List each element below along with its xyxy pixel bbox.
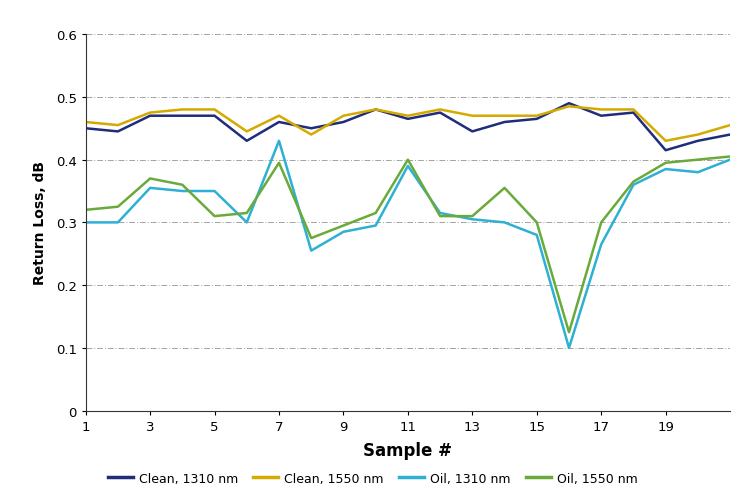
Clean, 1310 nm bbox=[532, 117, 541, 123]
Clean, 1550 nm bbox=[694, 132, 703, 138]
Line: Clean, 1310 nm: Clean, 1310 nm bbox=[86, 104, 730, 151]
Clean, 1550 nm bbox=[371, 107, 380, 113]
Oil, 1310 nm bbox=[275, 138, 284, 144]
Oil, 1550 nm bbox=[113, 204, 122, 210]
Oil, 1310 nm bbox=[404, 163, 413, 169]
Oil, 1310 nm bbox=[436, 210, 445, 216]
Legend: Clean, 1310 nm, Clean, 1550 nm, Oil, 1310 nm, Oil, 1550 nm: Clean, 1310 nm, Clean, 1550 nm, Oil, 131… bbox=[103, 467, 642, 490]
Clean, 1310 nm bbox=[565, 101, 574, 107]
Oil, 1310 nm bbox=[597, 242, 606, 248]
Clean, 1310 nm bbox=[629, 110, 638, 116]
Line: Oil, 1310 nm: Oil, 1310 nm bbox=[86, 141, 730, 348]
Clean, 1550 nm bbox=[113, 123, 122, 129]
Clean, 1550 nm bbox=[178, 107, 187, 113]
Oil, 1310 nm bbox=[307, 248, 316, 254]
Oil, 1310 nm bbox=[726, 157, 735, 163]
Clean, 1550 nm bbox=[242, 129, 251, 135]
Clean, 1310 nm bbox=[404, 117, 413, 123]
Clean, 1550 nm bbox=[500, 113, 509, 119]
Clean, 1550 nm bbox=[404, 113, 413, 119]
Clean, 1550 nm bbox=[662, 138, 671, 144]
Oil, 1550 nm bbox=[662, 160, 671, 166]
Clean, 1310 nm bbox=[726, 132, 735, 138]
Clean, 1310 nm bbox=[597, 113, 606, 119]
Oil, 1310 nm bbox=[371, 223, 380, 229]
Oil, 1550 nm bbox=[694, 157, 703, 163]
Oil, 1550 nm bbox=[532, 220, 541, 226]
Oil, 1310 nm bbox=[210, 189, 219, 195]
Oil, 1550 nm bbox=[436, 213, 445, 219]
Oil, 1310 nm bbox=[565, 345, 574, 351]
Clean, 1550 nm bbox=[468, 113, 477, 119]
Oil, 1310 nm bbox=[662, 167, 671, 173]
Clean, 1310 nm bbox=[275, 120, 284, 126]
Oil, 1550 nm bbox=[145, 176, 155, 182]
Oil, 1550 nm bbox=[210, 213, 219, 219]
Oil, 1310 nm bbox=[178, 189, 187, 195]
Oil, 1310 nm bbox=[532, 232, 541, 238]
Oil, 1310 nm bbox=[113, 220, 122, 226]
Clean, 1310 nm bbox=[662, 148, 671, 154]
Line: Oil, 1550 nm: Oil, 1550 nm bbox=[86, 157, 730, 333]
Clean, 1310 nm bbox=[694, 138, 703, 144]
Oil, 1550 nm bbox=[178, 182, 187, 188]
Oil, 1310 nm bbox=[242, 220, 251, 226]
Clean, 1310 nm bbox=[339, 120, 348, 126]
Clean, 1550 nm bbox=[307, 132, 316, 138]
Clean, 1310 nm bbox=[371, 107, 380, 113]
Oil, 1550 nm bbox=[597, 220, 606, 226]
Y-axis label: Return Loss, dB: Return Loss, dB bbox=[34, 161, 48, 285]
Oil, 1310 nm bbox=[629, 182, 638, 188]
Oil, 1310 nm bbox=[468, 217, 477, 223]
Oil, 1550 nm bbox=[500, 185, 509, 191]
Clean, 1310 nm bbox=[81, 126, 90, 132]
Oil, 1550 nm bbox=[565, 330, 574, 336]
Clean, 1310 nm bbox=[307, 126, 316, 132]
Oil, 1550 nm bbox=[81, 207, 90, 213]
Clean, 1310 nm bbox=[145, 113, 155, 119]
Clean, 1310 nm bbox=[113, 129, 122, 135]
X-axis label: Sample #: Sample # bbox=[364, 441, 452, 459]
Line: Clean, 1550 nm: Clean, 1550 nm bbox=[86, 107, 730, 141]
Clean, 1550 nm bbox=[81, 120, 90, 126]
Oil, 1550 nm bbox=[726, 154, 735, 160]
Clean, 1550 nm bbox=[145, 110, 155, 116]
Clean, 1550 nm bbox=[275, 113, 284, 119]
Oil, 1310 nm bbox=[81, 220, 90, 226]
Oil, 1550 nm bbox=[307, 235, 316, 241]
Oil, 1310 nm bbox=[339, 229, 348, 235]
Clean, 1550 nm bbox=[436, 107, 445, 113]
Clean, 1550 nm bbox=[532, 113, 541, 119]
Oil, 1310 nm bbox=[500, 220, 509, 226]
Clean, 1550 nm bbox=[597, 107, 606, 113]
Oil, 1310 nm bbox=[694, 170, 703, 176]
Clean, 1310 nm bbox=[210, 113, 219, 119]
Clean, 1310 nm bbox=[436, 110, 445, 116]
Oil, 1310 nm bbox=[145, 185, 155, 191]
Clean, 1310 nm bbox=[178, 113, 187, 119]
Clean, 1550 nm bbox=[210, 107, 219, 113]
Clean, 1310 nm bbox=[242, 138, 251, 144]
Clean, 1550 nm bbox=[339, 113, 348, 119]
Oil, 1550 nm bbox=[339, 223, 348, 229]
Clean, 1310 nm bbox=[500, 120, 509, 126]
Oil, 1550 nm bbox=[371, 210, 380, 216]
Clean, 1550 nm bbox=[726, 123, 735, 129]
Clean, 1310 nm bbox=[468, 129, 477, 135]
Oil, 1550 nm bbox=[404, 157, 413, 163]
Oil, 1550 nm bbox=[629, 179, 638, 185]
Oil, 1550 nm bbox=[468, 213, 477, 219]
Oil, 1550 nm bbox=[275, 160, 284, 166]
Oil, 1550 nm bbox=[242, 210, 251, 216]
Clean, 1550 nm bbox=[629, 107, 638, 113]
Clean, 1550 nm bbox=[565, 104, 574, 110]
